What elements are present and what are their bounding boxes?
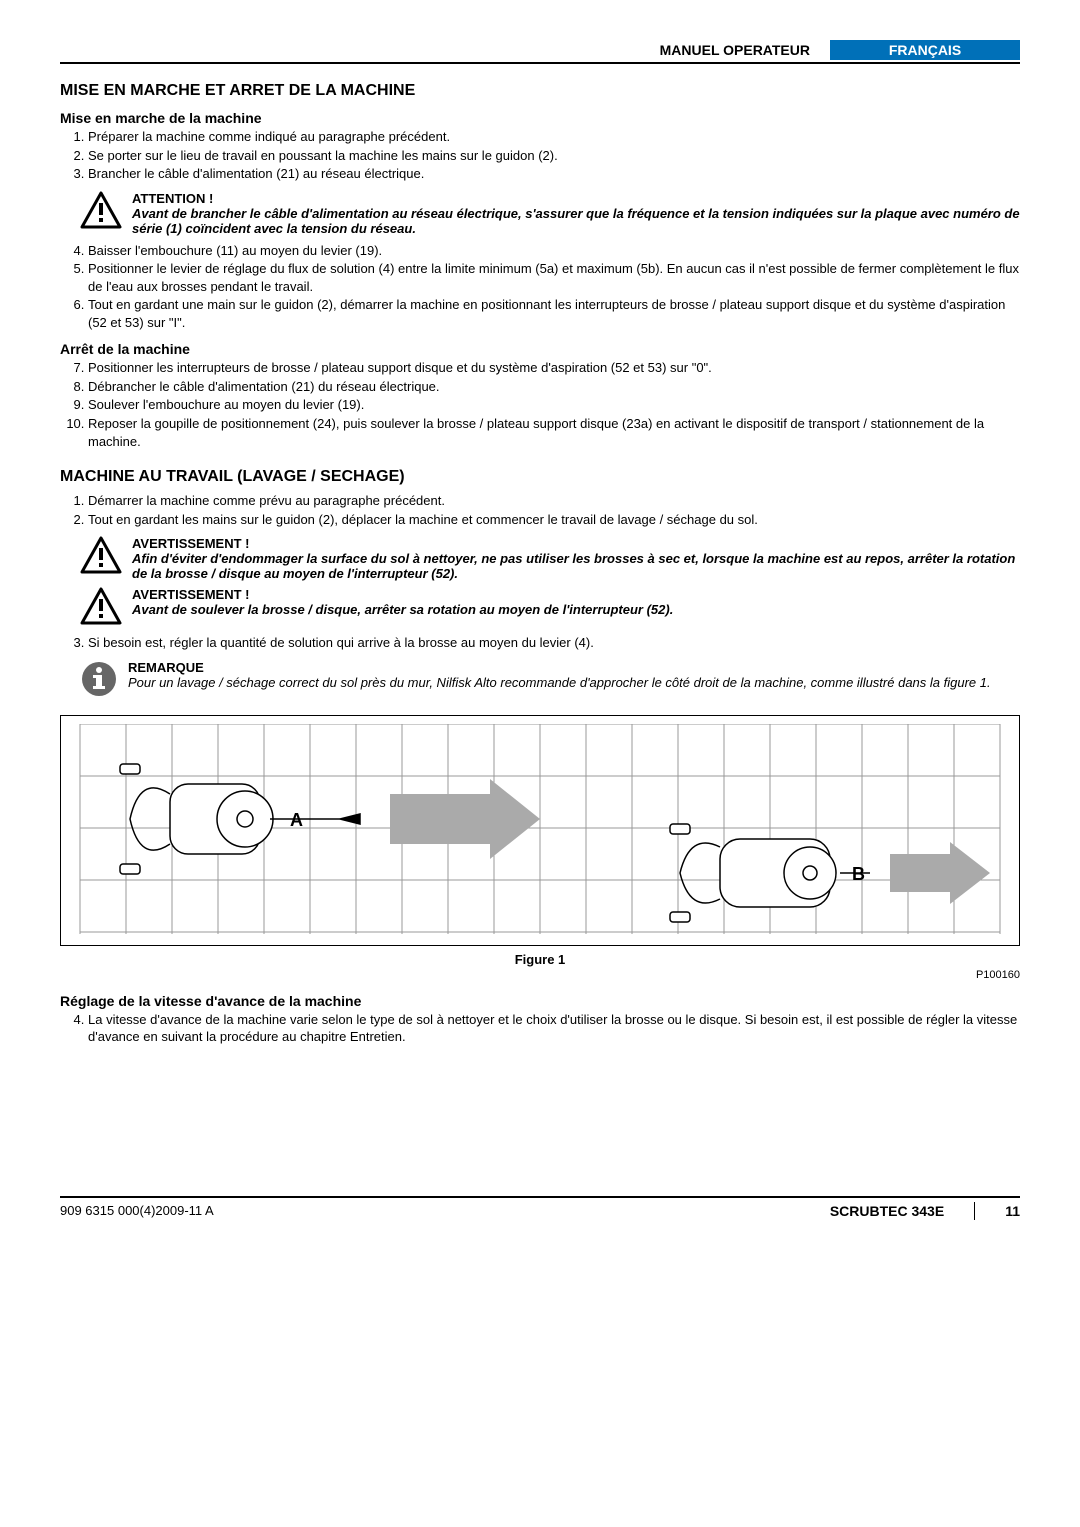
warning2-callout: AVERTISSEMENT ! Avant de soulever la bro… xyxy=(80,587,1020,628)
list-item: Soulever l'embouchure au moyen du levier… xyxy=(88,396,1020,414)
figure-svg: A B xyxy=(69,724,1011,934)
page-header: MANUEL OPERATEUR FRANÇAIS xyxy=(60,40,1020,64)
stop-list: Positionner les interrupteurs de brosse … xyxy=(60,359,1020,450)
list-item: Préparer la machine comme indiqué au par… xyxy=(88,128,1020,146)
section2-sub3: Réglage de la vitesse d'avance de la mac… xyxy=(60,993,1020,1009)
list-item: Tout en gardant les mains sur le guidon … xyxy=(88,511,1020,529)
list-item: Démarrer la machine comme prévu au parag… xyxy=(88,492,1020,510)
attention-callout: ATTENTION ! Avant de brancher le câble d… xyxy=(80,191,1020,236)
page-footer: 909 6315 000(4)2009-11 A SCRUBTEC 343E 1… xyxy=(60,1196,1020,1220)
section1-sub2: Arrêt de la machine xyxy=(60,341,1020,357)
work-list-1: Démarrer la machine comme prévu au parag… xyxy=(60,492,1020,528)
attention-body: Avant de brancher le câble d'alimentatio… xyxy=(132,206,1020,236)
list-item: Si besoin est, régler la quantité de sol… xyxy=(88,634,1020,652)
list-item: Reposer la goupille de positionnement (2… xyxy=(88,415,1020,450)
warning1-callout: AVERTISSEMENT ! Afin d'éviter d'endommag… xyxy=(80,536,1020,581)
warning2-text: AVERTISSEMENT ! Avant de soulever la bro… xyxy=(132,587,1020,617)
footer-divider xyxy=(974,1202,975,1220)
speed-list: La vitesse d'avance de la machine varie … xyxy=(60,1011,1020,1046)
list-item: Débrancher le câble d'alimentation (21) … xyxy=(88,378,1020,396)
section2-title: MACHINE AU TRAVAIL (LAVAGE / SECHAGE) xyxy=(60,468,1020,486)
warning2-title: AVERTISSEMENT ! xyxy=(132,587,1020,602)
list-item: Se porter sur le lieu de travail en pous… xyxy=(88,147,1020,165)
warning1-text: AVERTISSEMENT ! Afin d'éviter d'endommag… xyxy=(132,536,1020,581)
warning1-body: Afin d'éviter d'endommager la surface du… xyxy=(132,551,1020,581)
startup-list-1: Préparer la machine comme indiqué au par… xyxy=(60,128,1020,183)
list-item: Positionner les interrupteurs de brosse … xyxy=(88,359,1020,377)
figure-code: P100160 xyxy=(60,969,1020,981)
footer-center: SCRUBTEC 343E 11 xyxy=(830,1202,1020,1220)
section1-sub1: Mise en marche de la machine xyxy=(60,110,1020,126)
list-item: Brancher le câble d'alimentation (21) au… xyxy=(88,165,1020,183)
footer-model: SCRUBTEC 343E xyxy=(830,1203,944,1219)
attention-text: ATTENTION ! Avant de brancher le câble d… xyxy=(132,191,1020,236)
list-item: La vitesse d'avance de la machine varie … xyxy=(88,1011,1020,1046)
warning-icon xyxy=(80,587,122,628)
attention-title: ATTENTION ! xyxy=(132,191,1020,206)
language-badge: FRANÇAIS xyxy=(830,40,1020,60)
warning-icon xyxy=(80,536,122,577)
footer-page-number: 11 xyxy=(1005,1203,1020,1219)
figure-label-b: B xyxy=(852,864,865,884)
section1-title: MISE EN MARCHE ET ARRET DE LA MACHINE xyxy=(60,82,1020,100)
warning-icon xyxy=(80,191,122,232)
figure-caption: Figure 1 xyxy=(60,952,1020,967)
list-item: Tout en gardant une main sur le guidon (… xyxy=(88,296,1020,331)
list-item: Baisser l'embouchure (11) au moyen du le… xyxy=(88,242,1020,260)
info-icon xyxy=(80,660,118,701)
footer-doc-id: 909 6315 000(4)2009-11 A xyxy=(60,1203,214,1218)
figure-1: A B xyxy=(60,715,1020,946)
manual-title: MANUEL OPERATEUR xyxy=(660,42,810,58)
remark-body: Pour un lavage / séchage correct du sol … xyxy=(128,675,1020,690)
warning1-title: AVERTISSEMENT ! xyxy=(132,536,1020,551)
startup-list-2: Baisser l'embouchure (11) au moyen du le… xyxy=(60,242,1020,332)
remark-text: REMARQUE Pour un lavage / séchage correc… xyxy=(128,660,1020,690)
remark-callout: REMARQUE Pour un lavage / séchage correc… xyxy=(80,660,1020,701)
figure-label-a: A xyxy=(290,810,303,830)
remark-title: REMARQUE xyxy=(128,660,1020,675)
warning2-body: Avant de soulever la brosse / disque, ar… xyxy=(132,602,1020,617)
work-list-2: Si besoin est, régler la quantité de sol… xyxy=(60,634,1020,652)
list-item: Positionner le levier de réglage du flux… xyxy=(88,260,1020,295)
